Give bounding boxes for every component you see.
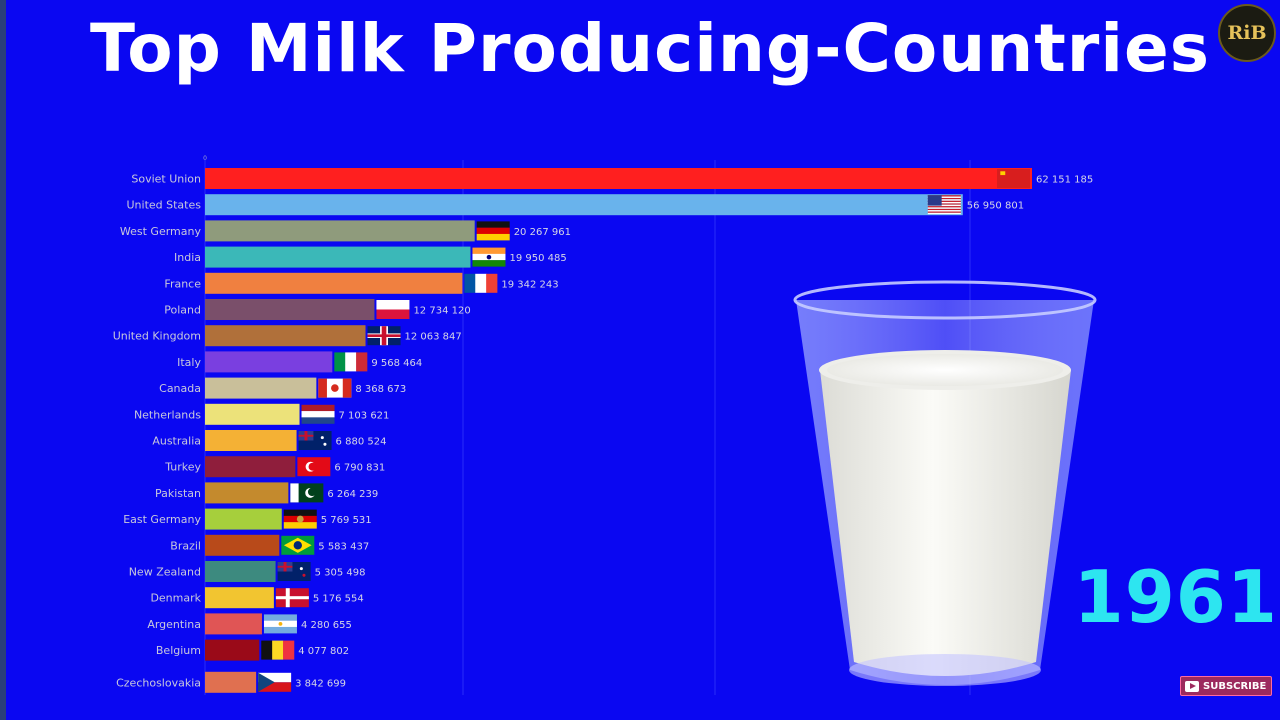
country-label: Canada (159, 382, 201, 395)
subscribe-label: SUBSCRIBE (1203, 680, 1267, 692)
country-label: Turkey (164, 461, 201, 474)
bar (205, 351, 333, 373)
bar (205, 508, 282, 530)
country-label: United Kingdom (113, 330, 201, 343)
bar (205, 272, 463, 294)
flag-france-icon (464, 273, 498, 293)
value-label: 6 880 524 (336, 437, 387, 448)
country-label: Pakistan (155, 487, 201, 500)
x-tick-label: 0 (203, 155, 207, 162)
value-label: 3 842 699 (295, 678, 346, 689)
country-label: West Germany (120, 225, 202, 238)
bar (205, 246, 471, 268)
bar (205, 168, 1032, 189)
milk-body (820, 370, 1071, 676)
value-label: 19 342 243 (501, 279, 558, 290)
flag-italy-icon (334, 352, 368, 372)
value-label: 6 264 239 (327, 489, 378, 500)
flag-poland-icon (376, 300, 410, 319)
value-label: 20 267 961 (514, 227, 571, 238)
value-label: 5 176 554 (313, 594, 364, 605)
value-label: 8 368 673 (355, 384, 406, 395)
country-label: India (174, 251, 201, 264)
left-edge-bar (0, 0, 6, 720)
logo-text: RiB (1227, 22, 1267, 44)
flag-czechoslovakia-icon (258, 672, 292, 692)
bar (205, 377, 317, 399)
flag-pakistan-icon (290, 483, 324, 503)
value-label: 7 103 621 (339, 410, 390, 421)
flag-west-germany-icon (476, 221, 510, 241)
bar (205, 561, 276, 582)
country-label: Czechoslovakia (116, 676, 201, 689)
value-label: 6 790 831 (334, 463, 385, 474)
country-label: Soviet Union (131, 173, 201, 186)
bar (205, 671, 257, 693)
value-label: 9 568 464 (371, 358, 422, 369)
bar (205, 430, 297, 451)
bar (205, 299, 375, 320)
flag-denmark-icon (275, 588, 309, 608)
year-label: 1961 (1073, 555, 1278, 639)
flag-canada-icon (318, 378, 352, 398)
value-label: 62 151 185 (1036, 175, 1093, 186)
country-label: Denmark (150, 592, 201, 605)
value-label: 19 950 485 (509, 253, 566, 264)
bar (205, 403, 300, 425)
country-label: Brazil (170, 539, 201, 552)
flag-us-icon (927, 195, 961, 215)
flag-australia-icon (298, 431, 332, 450)
country-label: France (164, 277, 201, 290)
value-label: 4 280 655 (301, 620, 352, 631)
country-label: East Germany (123, 513, 201, 526)
milk-glass-image (790, 270, 1110, 700)
bar (205, 639, 260, 661)
flag-turkey-icon (297, 457, 331, 477)
flag-netherlands-icon (301, 404, 335, 424)
subscribe-button[interactable]: SUBSCRIBE (1180, 676, 1272, 696)
flag-belgium-icon (261, 640, 295, 660)
value-label: 12 063 847 (405, 332, 462, 343)
value-label: 56 950 801 (967, 201, 1024, 212)
page-title: Top Milk Producing-Countries (90, 10, 1210, 87)
flag-india-icon (472, 247, 506, 267)
bar (205, 456, 296, 478)
play-icon (1185, 680, 1199, 692)
country-label: Argentina (147, 618, 201, 631)
value-label: 4 077 802 (298, 646, 349, 657)
bar (205, 613, 262, 635)
bar (205, 194, 963, 216)
country-label: Australia (152, 435, 201, 448)
value-label: 5 305 498 (315, 568, 366, 579)
flag-argentina-icon (263, 614, 297, 634)
country-label: Netherlands (134, 408, 201, 421)
flag-new-zealand-icon (277, 562, 311, 581)
bar (205, 534, 280, 556)
channel-logo: RiB (1218, 4, 1276, 62)
flag-ussr-icon (997, 169, 1030, 188)
country-label: New Zealand (129, 566, 201, 579)
country-label: Poland (164, 304, 201, 317)
country-label: Belgium (156, 644, 201, 657)
flag-brazil-icon (281, 535, 315, 555)
flag-uk-icon (367, 326, 401, 346)
bar (205, 325, 366, 347)
value-label: 5 769 531 (321, 515, 372, 526)
bar (205, 587, 274, 609)
bar (205, 482, 289, 504)
value-label: 12 734 120 (413, 306, 470, 317)
bar (205, 220, 475, 242)
flag-east-germany-icon (283, 509, 317, 529)
country-label: United States (127, 199, 202, 212)
value-label: 5 583 437 (318, 541, 369, 552)
country-label: Italy (177, 356, 201, 369)
